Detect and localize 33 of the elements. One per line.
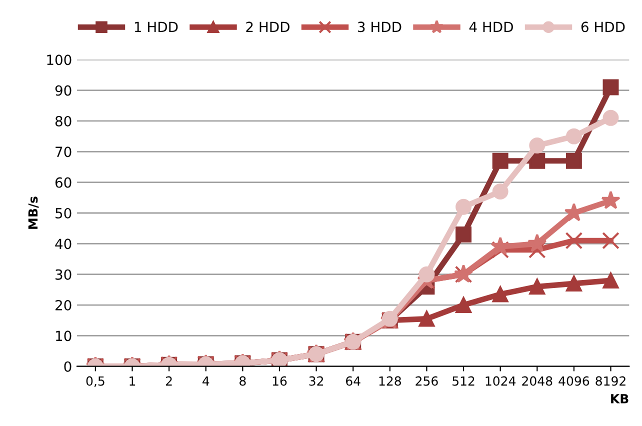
x-tick-label: 4 bbox=[202, 376, 210, 386]
y-tick-label: 40 bbox=[55, 238, 72, 250]
x-tick-label: 32 bbox=[309, 376, 323, 386]
x-tick-label: 16 bbox=[272, 376, 287, 386]
x-tick-label: 8192 bbox=[596, 376, 626, 386]
x-tick-label: 64 bbox=[346, 376, 360, 386]
legend-label: 4 HDD bbox=[469, 22, 513, 32]
y-tick-label: 70 bbox=[56, 146, 72, 158]
x-tick-label: 8 bbox=[240, 376, 246, 386]
y-tick-label: 80 bbox=[55, 116, 72, 126]
y-tick-label: 60 bbox=[55, 177, 72, 188]
legend-label: 3 HDD bbox=[358, 22, 402, 32]
x-tick-label: 1024 bbox=[486, 376, 516, 386]
x-tick-label: 256 bbox=[416, 376, 438, 386]
legend-label: 1 HDD bbox=[134, 22, 178, 32]
legend-label: 2 HDD bbox=[246, 22, 290, 32]
y-axis-title: MB/s bbox=[28, 196, 39, 229]
x-tick-label: 128 bbox=[379, 376, 401, 386]
y-tick-label: 30 bbox=[56, 269, 72, 280]
y-tick-label: 90 bbox=[55, 85, 72, 96]
y-tick-label: 10 bbox=[56, 330, 72, 342]
x-tick-label: 512 bbox=[452, 376, 474, 386]
y-tick-label: 100 bbox=[47, 54, 72, 66]
x-tick-label: 4096 bbox=[558, 376, 590, 386]
x-axis-title: KB bbox=[611, 394, 628, 404]
y-tick-label: 50 bbox=[56, 208, 72, 218]
x-tick-label: 1 bbox=[130, 376, 136, 386]
legend-label: 6 HDD bbox=[581, 22, 625, 32]
x-tick-label: 2 bbox=[166, 376, 172, 386]
y-tick-label: 20 bbox=[56, 300, 72, 310]
y-tick-label: 0 bbox=[64, 361, 72, 372]
x-tick-label: 2048 bbox=[522, 376, 552, 386]
x-tick-label: 0,5 bbox=[86, 376, 104, 388]
